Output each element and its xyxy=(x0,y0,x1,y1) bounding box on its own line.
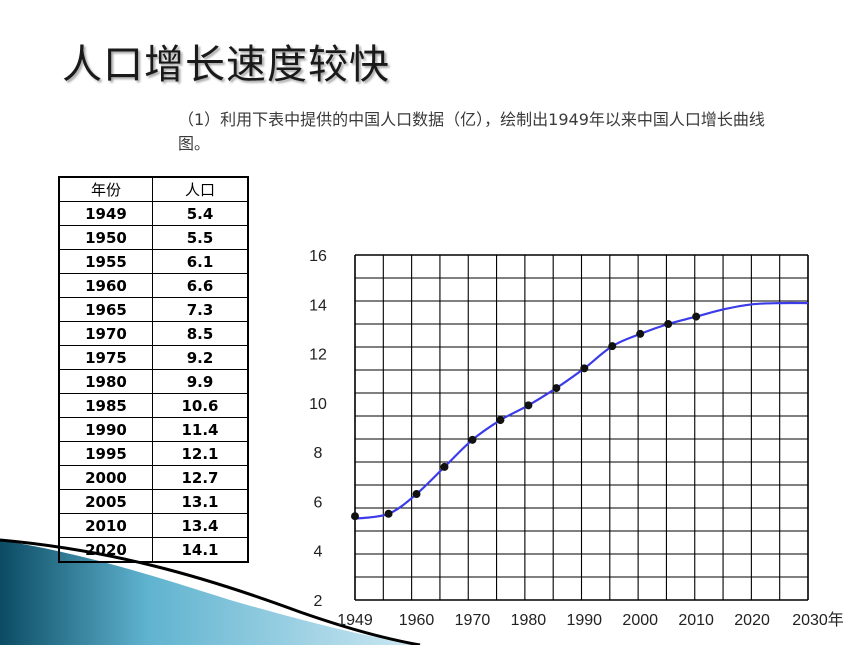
cell-population: 11.4 xyxy=(152,417,249,442)
table-row: 2005 13.1 xyxy=(58,489,249,514)
table-row: 1950 5.5 xyxy=(58,225,249,250)
y-tick-label: 4 xyxy=(314,544,323,561)
x-tick-label: 2000 xyxy=(622,612,658,629)
cell-year: 1949 xyxy=(58,201,153,226)
table-row: 1970 8.5 xyxy=(58,321,249,346)
population-table: 年份 人口 1949 5.4 1950 5.5 1955 6.1 1960 6.6 1965 7.… xyxy=(58,176,249,563)
x-tick-label: 1949 xyxy=(337,612,373,629)
x-tick-label: 2020 xyxy=(734,612,770,629)
cell-population: 5.5 xyxy=(152,225,249,250)
data-point xyxy=(440,462,449,471)
y-tick-label: 2 xyxy=(314,593,323,610)
data-point xyxy=(384,509,393,518)
cell-population: 12.1 xyxy=(152,441,249,466)
y-tick-label: 14 xyxy=(309,297,327,314)
table-row: 1985 10.6 xyxy=(58,393,249,418)
table-row: 1949 5.4 xyxy=(58,201,249,226)
cell-population: 12.7 xyxy=(152,465,249,490)
data-point xyxy=(692,312,701,321)
data-point xyxy=(524,401,533,410)
cell-year: 2005 xyxy=(58,489,153,514)
cell-population: 5.4 xyxy=(152,201,249,226)
table-body: 1949 5.4 1950 5.5 1955 6.1 1960 6.6 1965 7.3 1970 8… xyxy=(58,201,249,563)
x-tick-label: 1980 xyxy=(511,612,547,629)
cell-year: 1990 xyxy=(58,417,153,442)
x-tick-label: 2010 xyxy=(678,612,714,629)
data-point xyxy=(608,342,617,351)
chart-points xyxy=(351,312,701,521)
cell-population: 10.6 xyxy=(152,393,249,418)
cell-year: 1950 xyxy=(58,225,153,250)
cell-population: 13.1 xyxy=(152,489,249,514)
table-row: 1975 9.2 xyxy=(58,345,249,370)
x-tick-label: 1960 xyxy=(399,612,435,629)
data-point xyxy=(351,512,359,521)
table-row: 2020 14.1 xyxy=(58,537,249,563)
cell-year: 1955 xyxy=(58,249,153,274)
y-tick-labels: 2 4 6 8 10 12 14 16 xyxy=(309,248,327,610)
table-row: 1980 9.9 xyxy=(58,369,249,394)
x-tick-labels: 1949 1960 1970 1980 1990 2000 2010 2020 2030年 xyxy=(337,611,844,629)
data-point xyxy=(412,490,421,499)
instruction-text: （1）利用下表中提供的中国人口数据（亿），绘制出1949年以来中国人口增长曲线图… xyxy=(178,110,765,153)
cell-year: 1985 xyxy=(58,393,153,418)
cell-year: 1960 xyxy=(58,273,153,298)
table-row: 2000 12.7 xyxy=(58,465,249,490)
x-tick-label: 1970 xyxy=(455,612,491,629)
y-tick-label: 6 xyxy=(314,494,323,511)
data-point xyxy=(580,364,589,373)
cell-population: 7.3 xyxy=(152,297,249,322)
y-tick-label: 16 xyxy=(309,248,327,265)
chart-grid xyxy=(354,254,809,601)
swoosh-shape xyxy=(0,540,420,645)
cell-year: 1975 xyxy=(58,345,153,370)
table-row: 2010 13.4 xyxy=(58,513,249,538)
data-point xyxy=(636,329,645,338)
data-point xyxy=(468,435,477,444)
cell-year: 1970 xyxy=(58,321,153,346)
y-tick-label: 10 xyxy=(309,396,327,413)
x-tick-label: 2030年 xyxy=(792,611,844,629)
data-point xyxy=(496,416,505,425)
table-row: 1955 6.1 xyxy=(58,249,249,274)
table-row: 1990 11.4 xyxy=(58,417,249,442)
y-tick-label: 8 xyxy=(314,445,323,462)
data-point xyxy=(552,384,561,393)
y-tick-label: 12 xyxy=(309,347,327,364)
cell-population: 14.1 xyxy=(152,537,249,563)
x-tick-label: 1990 xyxy=(566,612,602,629)
page-title: 人口增长速度较快 xyxy=(62,42,390,88)
data-point xyxy=(664,320,673,328)
cell-population: 13.4 xyxy=(152,513,249,538)
